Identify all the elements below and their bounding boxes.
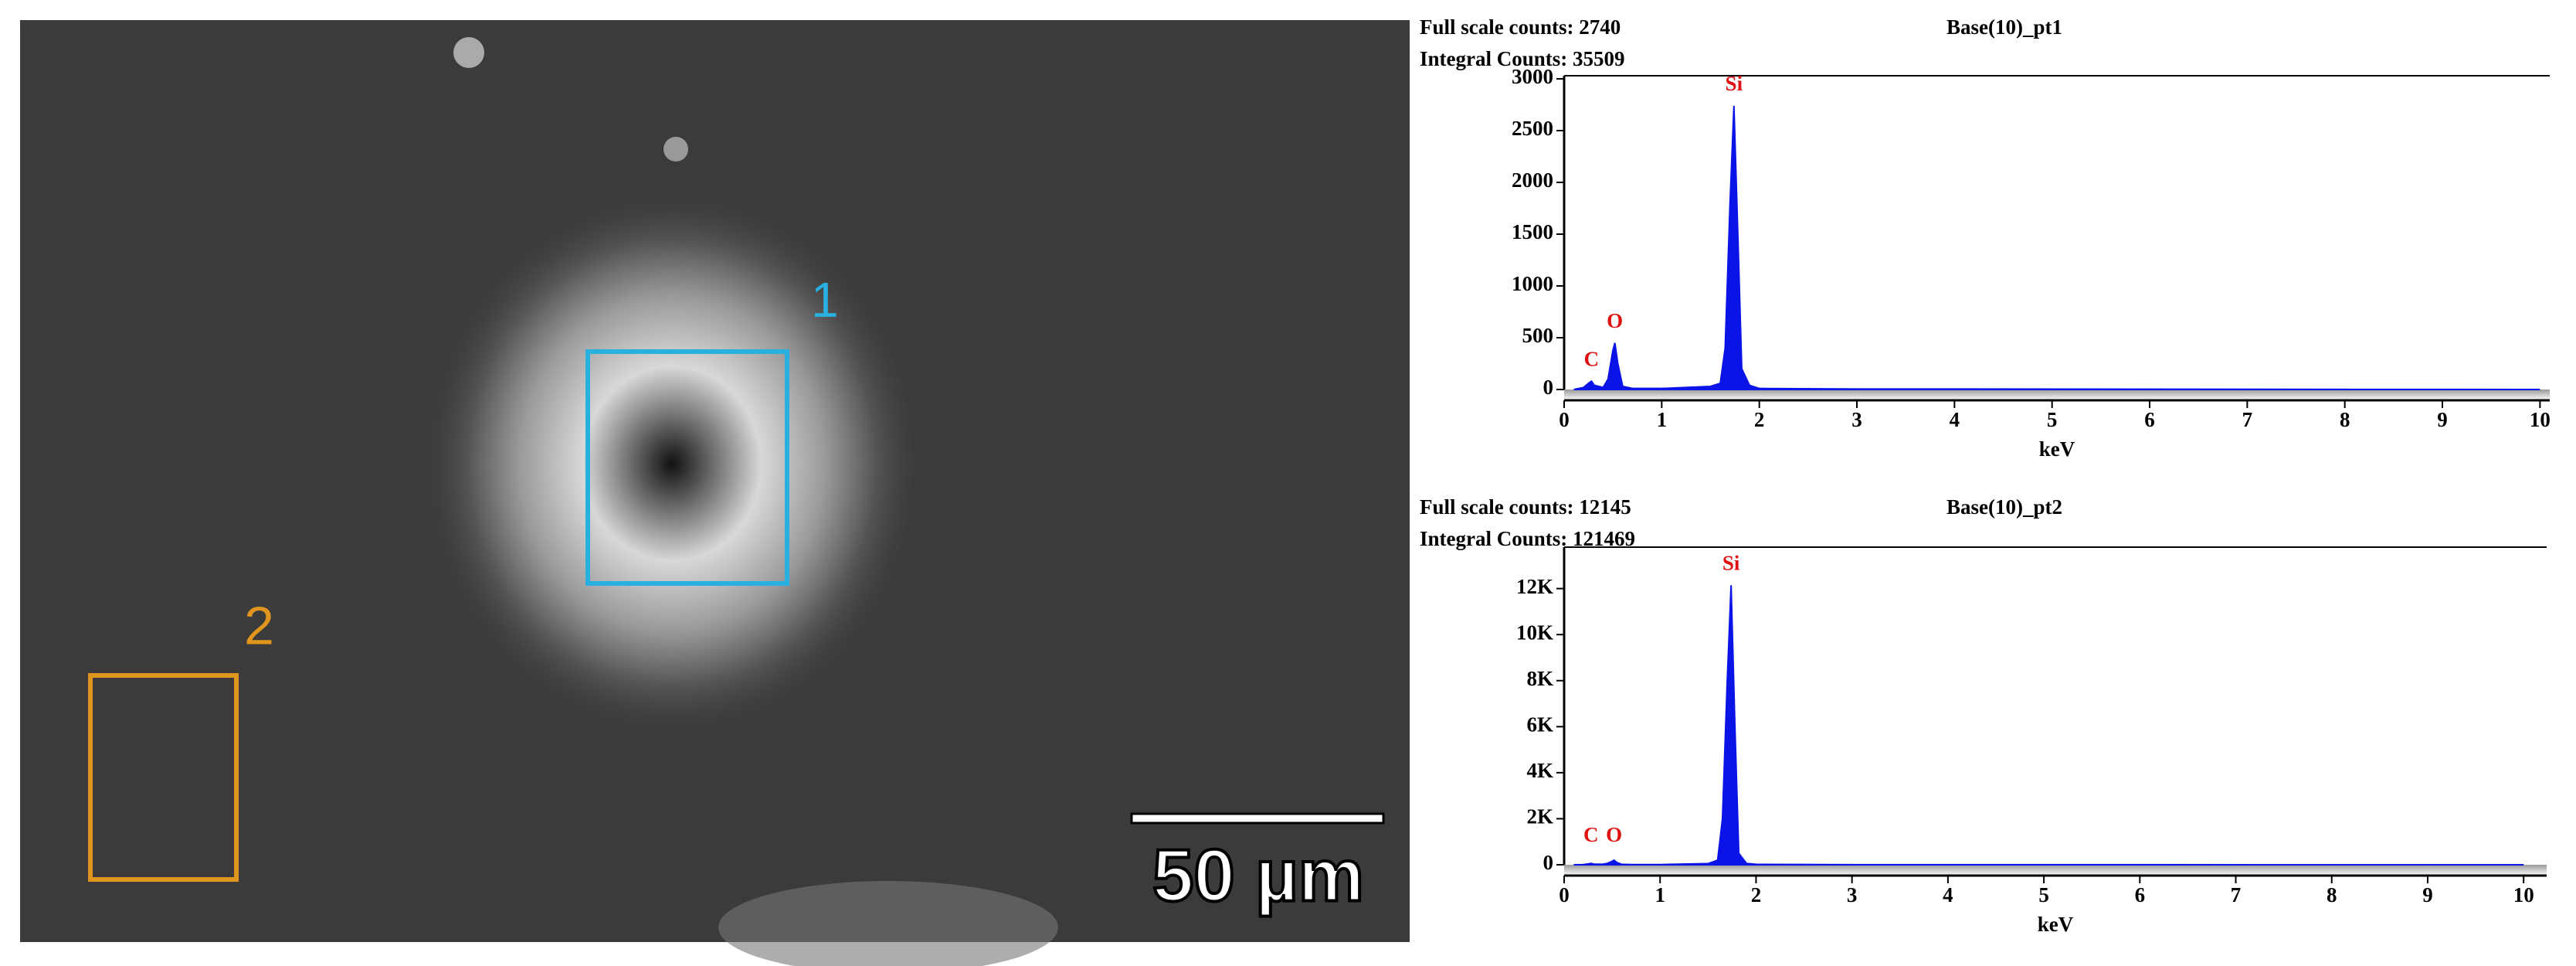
element-label: O [1607,309,1623,332]
x-tick-label: 3 [1851,408,1862,431]
element-label: Si [1722,551,1740,574]
region-label: 1 [811,272,839,328]
y-tick-label: 1000 [1512,272,1553,295]
element-label: Si [1726,72,1743,95]
x-tick-label: 4 [1943,883,1953,906]
x-tick-label: 1 [1655,883,1665,906]
x-axis-bar [1564,865,2547,876]
x-tick-label: 10 [2513,883,2534,906]
x-tick-label: 3 [1847,883,1858,906]
x-axis-bar [1564,389,2550,400]
chart-title: Base(10)_pt1 [1946,15,2062,39]
region-box-2 [88,673,239,882]
x-tick-label: 5 [2047,408,2058,431]
region-label: 2 [244,595,274,655]
x-tick-label: 9 [2437,408,2448,431]
info-text: Full scale counts: 12145 [1420,495,1631,519]
x-tick-label: 0 [1559,883,1570,906]
info-text: Full scale counts: 2740 [1420,15,1621,39]
x-tick-label: 0 [1559,408,1570,431]
x-tick-label: 5 [2038,883,2049,906]
y-tick-label: 500 [1522,324,1554,347]
sem-image: 1 2 50 µm [20,20,1410,966]
element-label: O [1606,823,1622,846]
y-tick-label: 2K [1526,805,1553,828]
chart-title: Base(10)_pt2 [1946,495,2062,519]
y-tick-label: 0 [1543,376,1554,399]
y-tick-label: 3000 [1512,65,1553,88]
info-text: Integral Counts: 35509 [1420,47,1625,70]
element-label: C [1584,347,1600,370]
sem-particle [453,37,484,68]
x-tick-label: 1 [1657,408,1668,431]
x-axis-label: keV [2038,913,2074,936]
y-tick-label: 2500 [1512,117,1553,140]
y-tick-label: 8K [1526,667,1553,690]
y-tick-label: 1500 [1512,220,1553,243]
x-tick-label: 6 [2135,883,2146,906]
x-tick-label: 2 [1751,883,1762,906]
spectrum [1573,105,2540,390]
x-tick-label: 7 [2231,883,2242,906]
spectrum [1573,585,2524,866]
x-tick-label: 6 [2144,408,2155,431]
region-box-1 [585,349,789,586]
y-tick-label: 2000 [1512,168,1553,192]
x-tick-label: 2 [1754,408,1765,431]
y-tick-label: 4K [1526,759,1553,782]
x-tick-label: 4 [1950,408,1960,431]
sem-debris [718,881,1058,966]
x-axis-label: keV [2039,437,2075,461]
scale-bar-label: 50 µm [1152,834,1364,917]
x-tick-label: 8 [2327,883,2337,906]
sem-pit [417,185,927,742]
x-tick-label: 10 [2530,408,2551,431]
y-tick-label: 12K [1516,575,1553,598]
x-tick-label: 9 [2422,883,2433,906]
y-tick-label: 6K [1526,713,1553,736]
y-tick-label: 0 [1543,851,1554,874]
sem-particle [664,137,688,162]
x-tick-label: 7 [2242,408,2253,431]
element-label: C [1583,823,1599,846]
x-tick-label: 8 [2340,408,2350,431]
y-tick-label: 10K [1516,621,1553,644]
scale-bar [1130,812,1385,825]
